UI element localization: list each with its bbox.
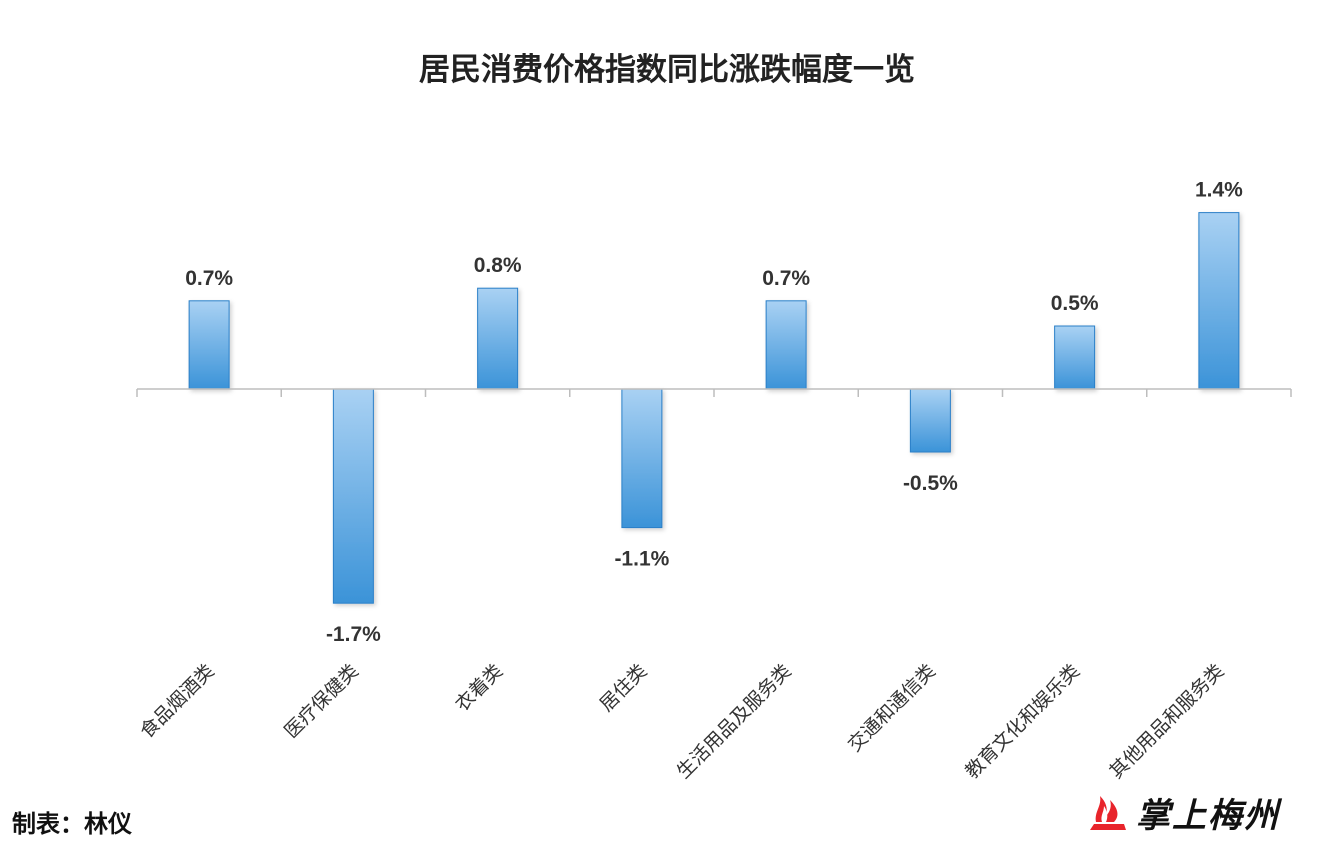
data-label: 1.4% <box>1195 179 1243 202</box>
flame-logo-icon <box>1090 796 1126 830</box>
chart-title: 居民消费价格指数同比涨跌幅度一览 <box>419 52 915 88</box>
bar <box>1198 212 1240 390</box>
category-label: 教育文化和娱乐类 <box>961 660 1084 783</box>
data-label: -0.5% <box>903 472 958 495</box>
bar <box>909 388 951 453</box>
data-label: 0.8% <box>474 254 522 277</box>
bar <box>332 388 374 604</box>
logo-text: 掌上梅州 <box>1136 795 1280 836</box>
category-label: 生活用品及服务类 <box>673 660 796 783</box>
category-label: 居住类 <box>596 660 652 716</box>
data-label: 0.7% <box>185 267 233 290</box>
logo: 掌上梅州 <box>1086 784 1326 840</box>
category-label: 食品烟酒类 <box>136 660 219 743</box>
data-label: -1.1% <box>614 548 669 571</box>
bar <box>621 388 663 529</box>
data-label: 0.7% <box>762 267 810 290</box>
data-label: -1.7% <box>326 623 381 646</box>
bar <box>188 300 230 390</box>
bar <box>1054 325 1096 390</box>
bar <box>477 287 519 390</box>
credit-text: 制表：林仪 <box>12 809 132 838</box>
bar <box>765 300 807 390</box>
category-label: 交通和通信类 <box>844 660 940 756</box>
category-label: 衣着类 <box>451 660 507 716</box>
category-label: 医疗保健类 <box>280 660 363 743</box>
data-label: 0.5% <box>1051 292 1099 315</box>
category-label: 其他用品和服务类 <box>1105 660 1228 783</box>
